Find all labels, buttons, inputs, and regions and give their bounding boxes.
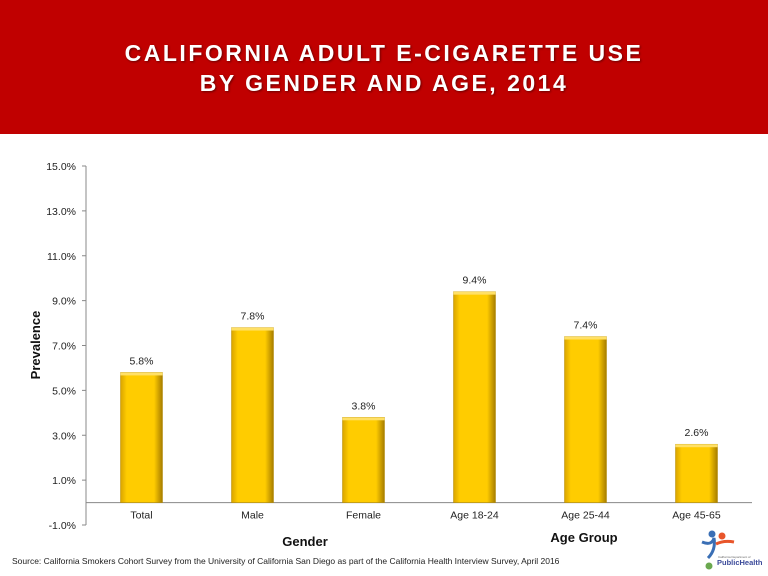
bar-age-18-24	[453, 291, 496, 503]
data-label: 7.4%	[574, 320, 598, 332]
data-label: 9.4%	[463, 275, 487, 287]
title-line-1: CALIFORNIA ADULT E-CIGARETTE USE	[124, 40, 644, 66]
bar-top-highlight	[675, 444, 718, 448]
y-axis: -1.0% 1.0% 3.0% 5.0% 7.0% 9.0% 11.0% 13.0% 15.0%	[46, 161, 752, 532]
x-tick-label: Total	[130, 510, 152, 522]
data-label: 5.8%	[130, 355, 154, 367]
data-label: 2.6%	[685, 427, 709, 439]
x-tick-label: Age 25-44	[561, 510, 610, 522]
bar-age-45-65	[675, 443, 718, 503]
bar-top-highlight	[564, 336, 607, 340]
source-note: Source: California Smokers Cohort Survey…	[12, 556, 560, 566]
y-tick-label: -1.0%	[49, 520, 76, 532]
y-axis-label: Prevalence	[28, 311, 43, 380]
cdph-logo: California Department of PublicHealth	[701, 530, 762, 570]
title-line-2: BY GENDER AND AGE, 2014	[199, 70, 569, 96]
chart-title: CALIFORNIA ADULT E-CIGARETTE USE BY GEND…	[0, 38, 768, 98]
bars: 5.8% Total 7.8% Male 3.8% Female 9.4% Age 18-24…	[120, 275, 721, 522]
y-tick-label: 11.0%	[47, 251, 76, 263]
y-tick-label: 5.0%	[52, 385, 76, 397]
y-tick-label: 3.0%	[52, 430, 76, 442]
data-label: 7.8%	[241, 311, 265, 323]
bar-top-highlight	[120, 372, 163, 376]
x-tick-label: Male	[241, 510, 264, 522]
x-tick-label: Age 18-24	[450, 510, 499, 522]
bar-top-highlight	[453, 291, 496, 295]
data-label: 3.8%	[352, 400, 376, 412]
x-tick-label: Female	[346, 510, 381, 522]
y-tick-label: 1.0%	[52, 475, 76, 487]
bar-total	[120, 372, 163, 503]
y-tick-label: 15.0%	[46, 161, 76, 173]
svg-text:PublicHealth: PublicHealth	[717, 558, 762, 567]
bar-female	[342, 417, 385, 503]
bar-age-25-44	[564, 336, 607, 503]
title-banner: CALIFORNIA ADULT E-CIGARETTE USE BY GEND…	[0, 0, 768, 134]
bar-male	[231, 327, 274, 503]
group-label-age-group: Age Group	[550, 530, 617, 545]
y-tick-label: 13.0%	[46, 206, 76, 218]
y-tick-label: 7.0%	[52, 341, 76, 353]
x-tick-label: Age 45-65	[672, 510, 721, 522]
bar-top-highlight	[231, 327, 274, 331]
svg-text:California Department of: California Department of	[718, 555, 751, 559]
y-tick-label: 9.0%	[52, 296, 76, 308]
group-label-gender: Gender	[282, 534, 328, 549]
bar-top-highlight	[342, 417, 385, 421]
